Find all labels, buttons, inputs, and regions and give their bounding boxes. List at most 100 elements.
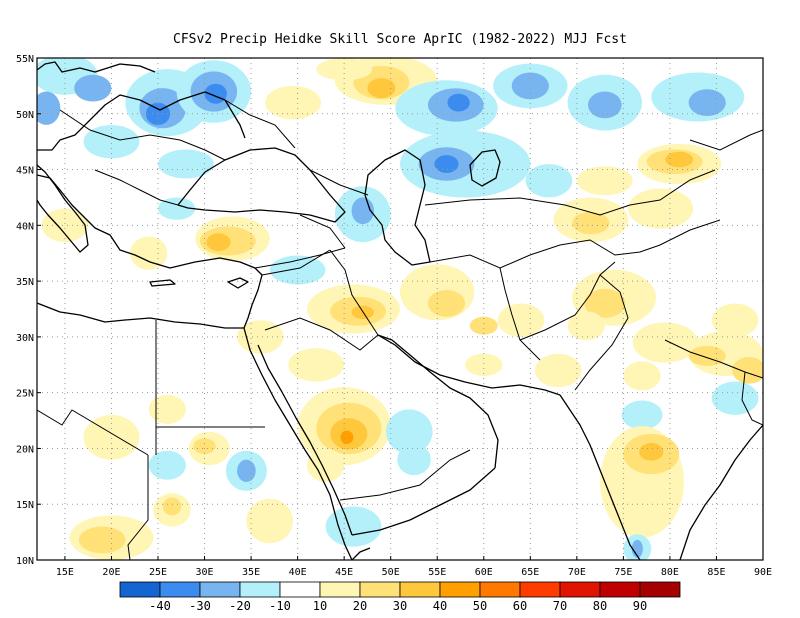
border-central-asia <box>429 219 721 269</box>
skill-patch-91 <box>631 539 643 558</box>
skill-patch-33 <box>665 151 694 168</box>
colorbar-swatch-5 <box>319 581 361 598</box>
skill-patch-71 <box>306 448 345 482</box>
lon-label-15: 15E <box>56 567 74 578</box>
arabia-south-coast <box>351 467 496 536</box>
crete-coast <box>149 279 176 287</box>
persian-gulf-coast <box>377 334 493 389</box>
skill-patch-72 <box>386 409 433 455</box>
skill-patch-11 <box>265 85 321 120</box>
skill-patch-24 <box>688 89 726 116</box>
colorbar-label-10: 70 <box>553 599 567 613</box>
border-turkey-syria <box>254 247 346 269</box>
europe-north-coast <box>37 91 246 151</box>
colorbar-swatch-8 <box>439 581 481 598</box>
border-nepal <box>664 339 763 379</box>
skill-patch-70 <box>340 430 354 444</box>
border-saudi-yemen <box>339 449 471 501</box>
colorbar-label-6: 30 <box>393 599 407 613</box>
colorbar-label-2: -20 <box>229 599 251 613</box>
border-iraq-iran <box>329 249 379 336</box>
border-turkey-east <box>299 214 346 249</box>
cyprus-coast <box>227 277 249 289</box>
colorbar-swatch-1 <box>159 581 201 598</box>
baltic-coast <box>37 61 156 73</box>
india-east-coast <box>679 424 763 560</box>
colorbar-label-5: 20 <box>353 599 367 613</box>
skill-patch-51 <box>427 290 466 317</box>
lon-label-50: 50E <box>382 567 400 578</box>
skill-patch-20 <box>511 72 549 100</box>
skill-patch-22 <box>588 91 622 119</box>
skill-patch-85 <box>246 498 293 544</box>
north-africa-coast <box>37 302 244 329</box>
border-bangladesh <box>741 371 763 426</box>
skill-patch-64 <box>621 400 663 430</box>
lon-label-80: 80E <box>661 567 679 578</box>
iran-south-coast <box>491 384 561 396</box>
skill-patch-75 <box>193 438 216 455</box>
skill-patch-63 <box>623 361 661 391</box>
longitude-tick-labels: 15E 20E 25E 30E 35E 40E 45E 50E 55E 60E 65E 70E 75E 8… <box>56 556 772 578</box>
skill-patch-48 <box>237 320 284 354</box>
colorbar-swatch-9 <box>479 581 521 598</box>
border-pakistan-india <box>574 274 629 391</box>
colorbar-swatch-3 <box>239 581 281 598</box>
colorbar-swatch-6 <box>359 581 401 598</box>
border-syria-iraq <box>261 249 331 276</box>
colorbar-swatch-11 <box>559 581 601 598</box>
lon-label-60: 60E <box>475 567 493 578</box>
skill-patch-1 <box>74 74 112 102</box>
skill-patch-18 <box>447 93 470 112</box>
skill-patch-73 <box>397 444 431 476</box>
skill-patch-80 <box>237 459 256 482</box>
lat-label-45: 45N <box>16 166 34 177</box>
lat-label-50: 50N <box>16 110 34 121</box>
colorbar-swatch-4 <box>279 581 321 598</box>
colorbar-label-1: -30 <box>189 599 211 613</box>
lon-label-90: 90E <box>754 567 772 578</box>
skill-patch-89 <box>639 442 664 461</box>
lat-label-10: 10N <box>16 556 34 567</box>
lon-label-35: 35E <box>242 567 260 578</box>
country-borders <box>37 99 763 560</box>
caspian-sea-coast <box>364 149 431 266</box>
skill-patch-86 <box>325 506 382 547</box>
skill-patch-27 <box>434 155 459 173</box>
colorbar-label-0: -40 <box>149 599 171 613</box>
colorbar-label-8: 50 <box>473 599 487 613</box>
skill-patch-82 <box>78 526 126 554</box>
skill-patch-53 <box>497 303 545 337</box>
skill-patch-66 <box>465 353 503 376</box>
colorbar-swatch-10 <box>519 581 561 598</box>
border-ukraine-russia <box>224 99 296 149</box>
skill-patch-84 <box>162 497 182 516</box>
black-sea-coast <box>177 147 346 223</box>
skill-patch-43 <box>130 236 168 270</box>
lon-label-25: 25E <box>149 567 167 578</box>
skill-patch-59 <box>688 345 726 366</box>
lon-label-65: 65E <box>521 567 539 578</box>
skill-patch-41 <box>158 197 196 220</box>
colorbar-swatch-7 <box>399 581 441 598</box>
colorbar-label-9: 60 <box>513 599 527 613</box>
skill-patch-14 <box>367 78 396 99</box>
colorbar-label-4: 10 <box>313 599 327 613</box>
lat-label-30: 30N <box>16 333 34 344</box>
colorbar-swatch-12 <box>599 581 641 598</box>
skill-patch-61 <box>711 303 759 337</box>
coastlines <box>37 61 763 560</box>
colorbar-label-3: -10 <box>269 599 291 613</box>
colorbar-swatch-2 <box>199 581 241 598</box>
lon-label-45: 45E <box>335 567 353 578</box>
skill-patch-77 <box>148 394 186 424</box>
border-niger-chad <box>37 409 149 456</box>
lat-label-55: 55N <box>16 54 34 65</box>
skill-patch-36 <box>572 211 610 235</box>
lat-label-35: 35N <box>16 277 34 288</box>
africa-horn-coast <box>351 547 371 560</box>
border-kazakh-south <box>424 169 716 216</box>
plot-frame <box>36 57 764 561</box>
skill-patch-15 <box>316 58 373 81</box>
